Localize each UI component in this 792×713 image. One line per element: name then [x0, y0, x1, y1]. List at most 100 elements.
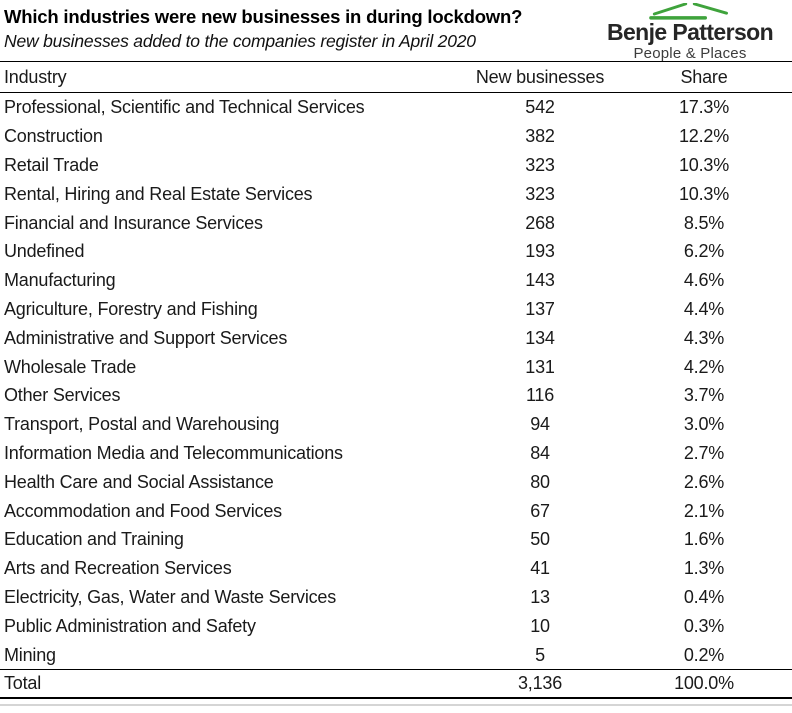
- table-row: Wholesale Trade 131 4.2%: [0, 352, 792, 381]
- share-cell: 17.3%: [678, 97, 730, 118]
- industry-cell: Undefined: [4, 241, 85, 262]
- table-footer: Total 3,136 100.0%: [0, 668, 792, 699]
- table-row: Transport, Postal and Warehousing 94 3.0…: [0, 410, 792, 439]
- total-share-cell: 100.0%: [638, 668, 792, 699]
- industry-cell: Information Media and Telecommunications: [4, 442, 343, 463]
- share-cell: 4.6%: [683, 270, 725, 291]
- header-row: Industry New businesses Share: [0, 61, 792, 93]
- table-header: Industry New businesses Share: [0, 61, 792, 93]
- page-subtitle: New businesses added to the companies re…: [4, 30, 476, 51]
- header: Which industries were new businesses in …: [0, 0, 792, 61]
- industries-table: Industry New businesses Share Profession…: [0, 61, 792, 699]
- share-cell: 3.7%: [683, 385, 725, 406]
- share-cell: 4.4%: [683, 298, 725, 319]
- new-businesses-cell: 50: [530, 529, 550, 550]
- industry-cell: Professional, Scientific and Technical S…: [4, 97, 365, 118]
- table-row: Arts and Recreation Services 41 1.3%: [0, 554, 792, 583]
- industry-cell: Other Services: [4, 385, 121, 406]
- table-row: Agriculture, Forestry and Fishing 137 4.…: [0, 295, 792, 324]
- industry-cell: Financial and Insurance Services: [4, 212, 263, 233]
- table-row: Construction 382 12.2%: [0, 122, 792, 151]
- new-businesses-cell: 193: [525, 241, 555, 262]
- table-row: Financial and Insurance Services 268 8.5…: [0, 208, 792, 237]
- column-header-new-businesses: New businesses: [442, 61, 638, 93]
- share-cell: 10.3%: [678, 154, 730, 175]
- industry-cell: Rental, Hiring and Real Estate Services: [4, 183, 313, 204]
- table-row: Other Services 116 3.7%: [0, 381, 792, 410]
- logo-tagline: People & Places: [633, 45, 747, 62]
- share-cell: 6.2%: [683, 241, 725, 262]
- logo: Benje Patterson People & Places: [590, 3, 790, 61]
- industry-cell: Construction: [4, 126, 103, 147]
- total-count-cell: 3,136: [442, 668, 638, 699]
- new-businesses-cell: 542: [525, 97, 555, 118]
- share-cell: 10.3%: [678, 183, 730, 204]
- roof-icon: [649, 3, 728, 20]
- title-block: Which industries were new businesses in …: [4, 5, 522, 52]
- industry-cell: Manufacturing: [4, 270, 116, 291]
- industry-cell: Arts and Recreation Services: [4, 558, 232, 579]
- new-businesses-cell: 67: [530, 500, 550, 521]
- industry-cell: Education and Training: [4, 529, 184, 550]
- share-cell: 0.4%: [683, 586, 725, 607]
- total-label-cell: Total: [0, 668, 442, 699]
- table-row: Public Administration and Safety 10 0.3%: [0, 611, 792, 640]
- table-body: Professional, Scientific and Technical S…: [0, 93, 792, 670]
- total-row: Total 3,136 100.0%: [0, 668, 792, 699]
- new-businesses-cell: 131: [525, 356, 555, 377]
- page-title: Which industries were new businesses in …: [4, 6, 523, 27]
- share-cell: 8.5%: [683, 212, 725, 233]
- industry-cell: Health Care and Social Assistance: [4, 471, 274, 492]
- logo-name: Benje Patterson: [606, 19, 774, 45]
- share-cell: 1.6%: [683, 529, 725, 550]
- table-row: Mining 5 0.2%: [0, 640, 792, 669]
- share-cell: 2.7%: [683, 442, 725, 463]
- bottom-edge-divider: [0, 703, 792, 706]
- share-cell: 1.3%: [683, 558, 725, 579]
- new-businesses-cell: 94: [530, 414, 550, 435]
- table-row: Health Care and Social Assistance 80 2.6…: [0, 467, 792, 496]
- table-row: Information Media and Telecommunications…: [0, 439, 792, 468]
- share-cell: 2.6%: [683, 471, 725, 492]
- share-cell: 12.2%: [678, 126, 730, 147]
- industry-cell: Mining: [4, 644, 56, 665]
- new-businesses-cell: 137: [525, 298, 555, 319]
- table-row: Administrative and Support Services 134 …: [0, 323, 792, 352]
- industry-cell: Public Administration and Safety: [4, 615, 256, 636]
- table-row: Accommodation and Food Services 67 2.1%: [0, 496, 792, 525]
- new-businesses-cell: 5: [535, 644, 545, 665]
- industry-cell: Administrative and Support Services: [4, 327, 288, 348]
- table-row: Rental, Hiring and Real Estate Services …: [0, 179, 792, 208]
- table-row: Electricity, Gas, Water and Waste Servic…: [0, 583, 792, 612]
- table-row: Professional, Scientific and Technical S…: [0, 93, 792, 122]
- new-businesses-cell: 323: [525, 154, 555, 175]
- column-header-share: Share: [638, 61, 792, 93]
- share-cell: 4.2%: [683, 356, 725, 377]
- new-businesses-cell: 382: [525, 126, 555, 147]
- new-businesses-cell: 10: [530, 615, 550, 636]
- share-cell: 3.0%: [683, 414, 725, 435]
- new-businesses-cell: 323: [525, 183, 555, 204]
- new-businesses-cell: 116: [525, 385, 555, 406]
- industry-cell: Retail Trade: [4, 154, 99, 175]
- table-row: Education and Training 50 1.6%: [0, 525, 792, 554]
- share-cell: 2.1%: [683, 500, 725, 521]
- industry-cell: Accommodation and Food Services: [4, 500, 282, 521]
- table-row: Undefined 193 6.2%: [0, 237, 792, 266]
- industry-cell: Electricity, Gas, Water and Waste Servic…: [4, 586, 337, 607]
- table-row: Retail Trade 323 10.3%: [0, 151, 792, 180]
- industry-cell: Transport, Postal and Warehousing: [4, 414, 280, 435]
- new-businesses-cell: 80: [530, 471, 550, 492]
- share-cell: 0.2%: [683, 644, 725, 665]
- new-businesses-cell: 134: [525, 327, 555, 348]
- new-businesses-cell: 84: [530, 442, 550, 463]
- industry-cell: Wholesale Trade: [4, 356, 137, 377]
- table-row: Manufacturing 143 4.6%: [0, 266, 792, 295]
- share-cell: 4.3%: [683, 327, 725, 348]
- column-header-industry: Industry: [0, 61, 442, 93]
- new-businesses-cell: 41: [530, 558, 550, 579]
- share-cell: 0.3%: [683, 615, 725, 636]
- new-businesses-cell: 268: [525, 212, 555, 233]
- industry-cell: Agriculture, Forestry and Fishing: [4, 298, 258, 319]
- new-businesses-cell: 13: [530, 586, 550, 607]
